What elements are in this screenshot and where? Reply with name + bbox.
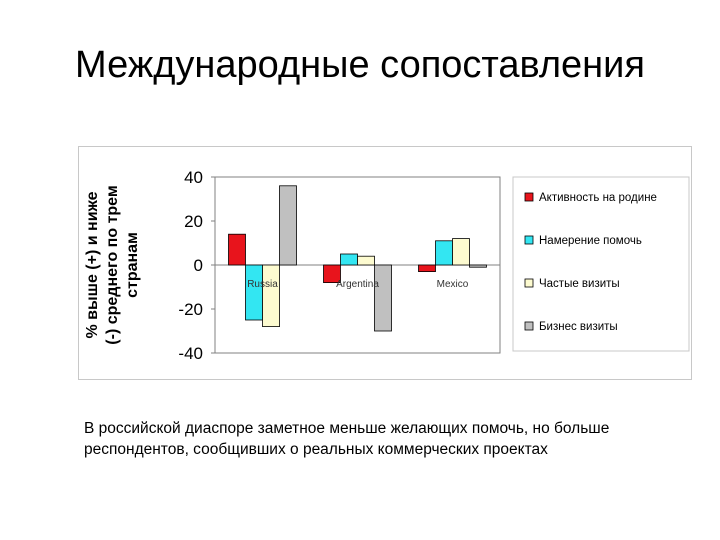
- chart-frame: % выше (+) и ниже (-) среднего по трем стр…: [78, 146, 692, 380]
- legend-label: Частые визиты: [539, 278, 620, 290]
- bar-argentina-series-2: [340, 253, 358, 266]
- legend-swatch: [524, 235, 534, 245]
- bar-mexico-series-2: [435, 240, 453, 266]
- bar-mexico-series-1: [418, 264, 436, 272]
- bar-russia-series-3: [262, 264, 280, 327]
- bar-russia-series-1: [228, 233, 246, 266]
- bars: [228, 185, 487, 332]
- bar-mexico-series-4: [469, 264, 487, 268]
- bar-argentina-series-1: [323, 264, 341, 284]
- legend-swatch: [524, 278, 534, 288]
- legend-label: Активность на родине: [539, 192, 657, 204]
- legend-label: Намерение помочь: [539, 235, 642, 247]
- y-tick-label: 0: [194, 256, 203, 275]
- bar-mexico-series-3: [452, 238, 470, 266]
- category-label: Mexico: [437, 279, 469, 290]
- category-labels: Russia Argentina Mexico: [247, 279, 469, 290]
- bar-russia-series-2: [245, 264, 263, 321]
- slide-caption: В российской диаспоре заметное меньше же…: [84, 420, 610, 458]
- y-tick-label: 20: [184, 212, 203, 231]
- legend-label: Бизнес визиты: [539, 321, 618, 333]
- bar-russia-series-4: [279, 185, 297, 266]
- bar-chart: % выше (+) и ниже (-) среднего по трем стр…: [84, 168, 690, 363]
- legend-box: [512, 176, 690, 352]
- bar-argentina-series-4: [374, 264, 392, 332]
- legend: Активность на родине Намерение помочь Част…: [512, 176, 690, 352]
- bar-argentina-series-3: [357, 255, 375, 266]
- y-tick-label: -40: [178, 344, 203, 363]
- category-label: Russia: [247, 279, 278, 290]
- y-tick-label: -20: [178, 300, 203, 319]
- slide-title: Международные сопоставления: [75, 44, 645, 86]
- legend-swatch: [524, 321, 534, 331]
- y-tick-label: 40: [184, 168, 203, 187]
- legend-swatch: [524, 192, 534, 202]
- y-axis-ticks: 40 20 0 -20 -40: [178, 168, 215, 363]
- category-label: Argentina: [336, 279, 379, 290]
- y-axis-title: % выше (+) и ниже (-) среднего по трем стр…: [84, 185, 141, 344]
